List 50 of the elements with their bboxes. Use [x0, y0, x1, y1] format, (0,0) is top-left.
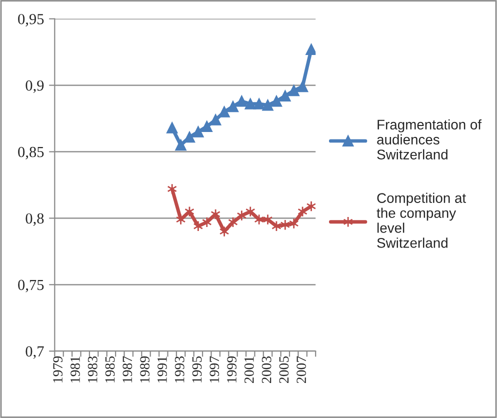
point: [296, 81, 308, 92]
point: [175, 140, 186, 151]
x-tick-label: 1991: [158, 356, 167, 382]
point: [192, 126, 204, 138]
point: [262, 100, 274, 111]
point: [270, 96, 282, 107]
y-tick-label: 0,75: [18, 280, 44, 292]
x-tick-label: 2007: [296, 356, 306, 384]
point: [262, 214, 273, 226]
point: [176, 214, 186, 226]
x-tick-label: 1993: [174, 356, 184, 382]
y-tick-label: 0,7: [26, 346, 44, 359]
point: [236, 210, 247, 222]
point: [245, 206, 256, 218]
point: [201, 120, 212, 132]
x-tick-label: 1985: [105, 356, 115, 382]
x-tick-label: 1979: [53, 356, 62, 382]
y-tick-label: 0,9: [26, 80, 44, 93]
y-tick-label: 0,85: [18, 146, 44, 160]
point: [227, 100, 239, 112]
point: [244, 98, 256, 110]
y-tick-label: 0,95: [18, 14, 44, 26]
point: [306, 44, 316, 55]
point: [166, 122, 178, 134]
point: [280, 90, 291, 102]
point: [254, 214, 264, 226]
x-tick-label: 2005: [279, 356, 289, 384]
point: [280, 219, 290, 230]
x-tick-label: 1999: [227, 356, 236, 382]
point: [218, 106, 230, 118]
point: [167, 183, 177, 195]
point: [219, 226, 230, 238]
point: [306, 200, 316, 212]
y-tick-label: 0,8: [26, 213, 44, 226]
point: [210, 114, 222, 126]
legend-label: Fragmentation of audiences Switzerland: [377, 119, 482, 160]
point: [254, 98, 265, 110]
point: [288, 85, 300, 96]
x-tick-label: 1997: [210, 356, 220, 382]
point: [236, 96, 248, 107]
x-tick-label: 1983: [88, 356, 98, 382]
x-tick-label: 2003: [262, 356, 272, 384]
x-tick-label: 2001: [244, 356, 254, 384]
x-tick-label: 1987: [122, 356, 132, 382]
point: [184, 132, 196, 143]
x-tick-label: 1995: [192, 356, 202, 382]
x-tick-label: 1981: [70, 356, 80, 382]
legend-label: Competition at the company level Switzerland: [376, 192, 466, 248]
point: [288, 218, 299, 230]
x-tick-label: 1989: [140, 356, 150, 382]
